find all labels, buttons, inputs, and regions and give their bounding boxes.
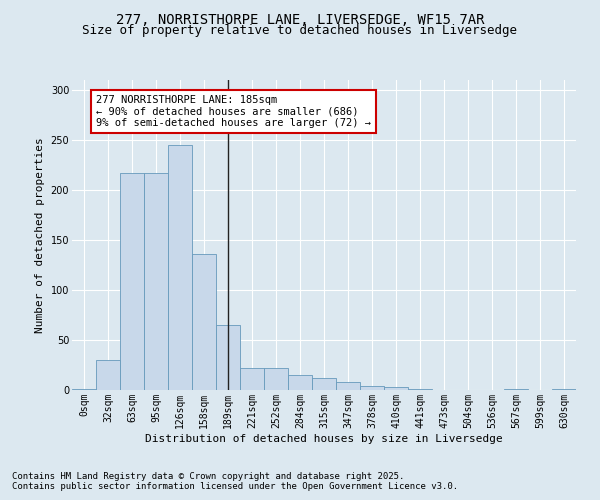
Bar — [360, 386, 384, 390]
Text: Contains public sector information licensed under the Open Government Licence v3: Contains public sector information licen… — [12, 482, 458, 491]
Bar — [384, 387, 408, 390]
Text: Size of property relative to detached houses in Liversedge: Size of property relative to detached ho… — [83, 24, 517, 37]
Text: 277, NORRISTHORPE LANE, LIVERSEDGE, WF15 7AR: 277, NORRISTHORPE LANE, LIVERSEDGE, WF15… — [116, 12, 484, 26]
Bar — [144, 173, 168, 390]
Bar — [264, 368, 288, 390]
Bar — [192, 254, 216, 390]
Bar — [96, 360, 120, 390]
Bar — [336, 382, 360, 390]
Bar — [120, 173, 144, 390]
Bar — [168, 145, 192, 390]
Bar — [216, 325, 240, 390]
Bar — [312, 378, 336, 390]
X-axis label: Distribution of detached houses by size in Liversedge: Distribution of detached houses by size … — [145, 434, 503, 444]
Bar — [552, 389, 576, 390]
Bar — [504, 389, 528, 390]
Bar — [240, 368, 264, 390]
Text: 277 NORRISTHORPE LANE: 185sqm
← 90% of detached houses are smaller (686)
9% of s: 277 NORRISTHORPE LANE: 185sqm ← 90% of d… — [96, 95, 371, 128]
Bar — [288, 375, 312, 390]
Y-axis label: Number of detached properties: Number of detached properties — [35, 137, 45, 333]
Text: Contains HM Land Registry data © Crown copyright and database right 2025.: Contains HM Land Registry data © Crown c… — [12, 472, 404, 481]
Bar — [408, 389, 432, 390]
Bar — [72, 389, 96, 390]
